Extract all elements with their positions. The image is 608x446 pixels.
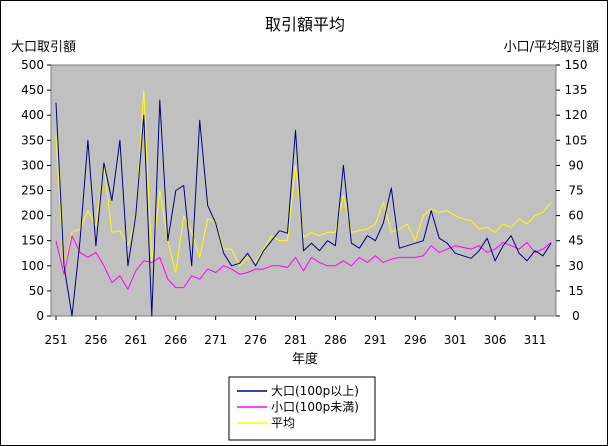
right-tick-label: 135 bbox=[565, 83, 588, 97]
left-tick-label: 0 bbox=[36, 309, 44, 323]
left-tick-label: 400 bbox=[21, 108, 44, 122]
plot-area bbox=[50, 64, 557, 317]
legend-label-1: 小口(100p未満) bbox=[271, 400, 359, 414]
left-tick-label: 150 bbox=[21, 234, 44, 248]
right-tick-label: 15 bbox=[568, 284, 583, 298]
right-tick-label: 45 bbox=[568, 234, 583, 248]
x-tick-label: 271 bbox=[204, 333, 227, 347]
left-axis-label: 大口取引額 bbox=[11, 40, 76, 55]
x-tick-label: 306 bbox=[484, 333, 507, 347]
x-tick-label: 286 bbox=[324, 333, 347, 347]
right-tick-label: 75 bbox=[568, 184, 583, 198]
chart-title: 取引額平均 bbox=[265, 15, 345, 34]
x-tick-label: 256 bbox=[84, 333, 107, 347]
left-tick-label: 300 bbox=[21, 158, 44, 172]
left-tick-label: 450 bbox=[21, 83, 44, 97]
legend-box bbox=[228, 376, 376, 441]
series-line-1 bbox=[55, 235, 552, 290]
right-tick-label: 120 bbox=[565, 108, 588, 122]
series-lines bbox=[55, 89, 552, 317]
right-tick-label: 30 bbox=[568, 259, 583, 273]
right-tick-label: 60 bbox=[568, 209, 583, 223]
left-tick-label: 200 bbox=[21, 209, 44, 223]
x-tick-label: 291 bbox=[364, 333, 387, 347]
left-tick-label: 500 bbox=[21, 58, 44, 72]
right-tick-label: 150 bbox=[565, 58, 588, 72]
x-tick-label: 266 bbox=[164, 333, 187, 347]
right-tick-label: 0 bbox=[572, 309, 580, 323]
left-tick-label: 250 bbox=[21, 184, 44, 198]
legend-label-2: 平均 bbox=[271, 416, 295, 430]
axes: 0 50 100 150 200 250 300 350 400 450 500 0 15 30 45 60 7… bbox=[21, 58, 587, 347]
right-tick-label: 105 bbox=[565, 133, 588, 147]
x-tick-label: 301 bbox=[444, 333, 467, 347]
right-tick-label: 90 bbox=[568, 158, 583, 172]
right-axis-label: 小口/平均取引額 bbox=[504, 40, 599, 55]
x-axis-label: 年度 bbox=[292, 351, 318, 367]
x-tick-label: 251 bbox=[45, 333, 68, 347]
left-tick-label: 350 bbox=[21, 133, 44, 147]
legend-label-0: 大口(100p以上) bbox=[271, 384, 359, 398]
x-tick-label: 281 bbox=[284, 333, 307, 347]
left-tick-label: 100 bbox=[21, 259, 44, 273]
x-tick-label: 276 bbox=[244, 333, 267, 347]
left-tick-label: 50 bbox=[29, 284, 44, 298]
x-tick-label: 261 bbox=[124, 333, 147, 347]
x-tick-label: 311 bbox=[524, 333, 547, 347]
x-tick-label: 296 bbox=[404, 333, 427, 347]
series-line-0 bbox=[55, 99, 552, 317]
legend: 大口(100p以上) 小口(100p未満) 平均 bbox=[228, 376, 376, 441]
